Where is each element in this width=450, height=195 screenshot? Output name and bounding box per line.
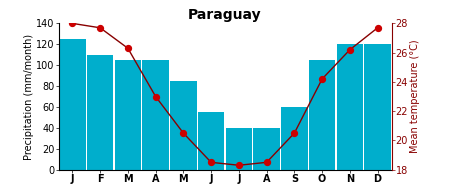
Bar bbox=[87, 55, 113, 170]
Point bbox=[291, 132, 298, 135]
Point bbox=[124, 47, 131, 50]
Bar bbox=[115, 60, 141, 170]
Y-axis label: Precipitation (mm/month): Precipitation (mm/month) bbox=[24, 34, 35, 160]
Y-axis label: Mean temperature (°C): Mean temperature (°C) bbox=[410, 40, 419, 153]
Bar bbox=[309, 60, 335, 170]
Bar bbox=[59, 39, 86, 170]
Point bbox=[96, 26, 104, 29]
Point bbox=[69, 22, 76, 25]
Point bbox=[319, 77, 326, 81]
Point bbox=[180, 132, 187, 135]
Point bbox=[263, 161, 270, 164]
Point bbox=[374, 26, 381, 29]
Point bbox=[235, 164, 243, 167]
Point bbox=[346, 48, 354, 51]
Bar bbox=[253, 128, 280, 170]
Bar bbox=[281, 107, 307, 170]
Title: Paraguay: Paraguay bbox=[188, 8, 262, 22]
Bar bbox=[198, 112, 224, 170]
Bar bbox=[170, 81, 197, 170]
Bar bbox=[337, 44, 363, 170]
Bar bbox=[364, 44, 391, 170]
Point bbox=[207, 161, 215, 164]
Point bbox=[152, 95, 159, 98]
Bar bbox=[143, 60, 169, 170]
Bar bbox=[226, 128, 252, 170]
